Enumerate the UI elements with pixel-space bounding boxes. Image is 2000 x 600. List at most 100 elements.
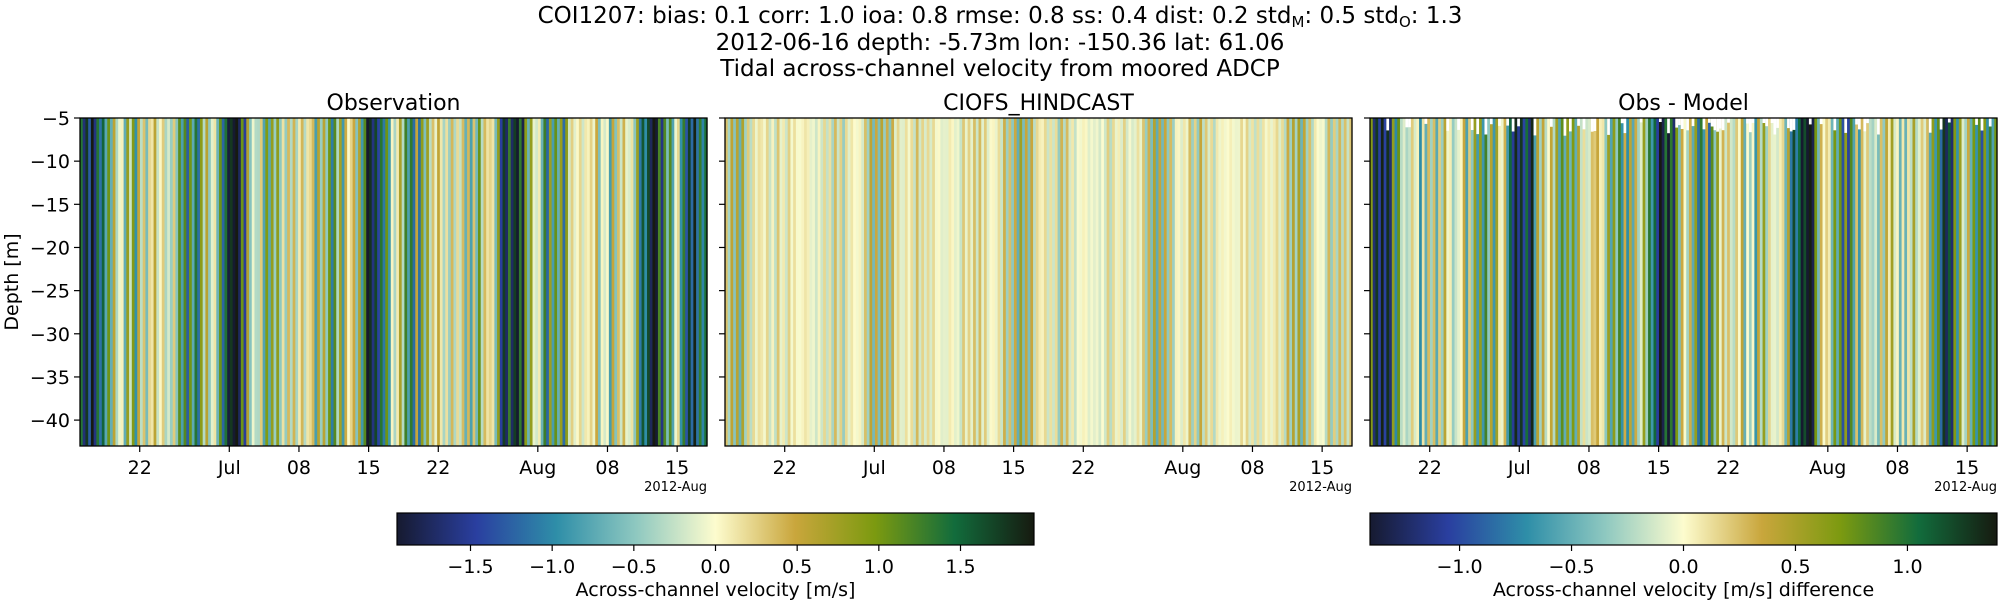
x-offset-label: 2012-Aug <box>1934 480 1997 495</box>
heatmap-column <box>461 118 465 446</box>
heatmap-column <box>178 118 182 446</box>
heatmap-column <box>322 118 326 446</box>
heatmap-column <box>180 118 185 446</box>
heatmap-column <box>1539 118 1543 446</box>
data-gap <box>1939 118 1943 130</box>
heatmap-column <box>1283 118 1288 446</box>
heatmap-column <box>153 118 157 446</box>
heatmap-column <box>1612 118 1616 446</box>
heatmap-column <box>573 118 577 446</box>
heatmap-column <box>88 118 92 446</box>
colorbar-label: Across-channel velocity [m/s] difference <box>1493 579 1874 600</box>
stat-corr: corr: 1.0 <box>758 3 862 29</box>
heatmap-column <box>450 118 455 446</box>
heatmap-column <box>415 118 419 446</box>
heatmap-column <box>704 118 708 446</box>
heatmap-column <box>1049 118 1053 446</box>
axes-frame <box>724 117 1353 447</box>
heatmap-column <box>1204 118 1209 446</box>
heatmap-column <box>1212 118 1217 446</box>
heatmap-column <box>510 118 515 446</box>
heatmap-column <box>880 118 884 446</box>
heatmap-column <box>1879 118 1884 446</box>
heatmap-column <box>1781 118 1785 446</box>
heatmap-column <box>1013 118 1018 446</box>
heatmap-column <box>557 118 561 446</box>
heatmap-column <box>1335 118 1339 446</box>
heatmap-column <box>292 118 296 446</box>
heatmap-column <box>1174 118 1179 446</box>
data-gap <box>1855 118 1859 125</box>
heatmap-column <box>390 118 395 446</box>
heatmap-column <box>1563 118 1567 446</box>
heatmap-column <box>115 118 119 446</box>
data-gap <box>1582 118 1586 130</box>
heatmap-column <box>902 118 906 446</box>
heatmap-column <box>967 118 971 446</box>
heatmap-column <box>940 118 944 446</box>
heatmap-column <box>480 118 485 446</box>
heatmap-column <box>1144 118 1149 446</box>
heatmap-column <box>1427 118 1431 446</box>
data-gap <box>1789 118 1793 132</box>
title-description-line: Tidal across-channel velocity from moore… <box>720 56 1280 82</box>
heatmap-column <box>303 118 307 446</box>
heatmap-column <box>1528 118 1532 446</box>
heatmap-column <box>1172 118 1176 446</box>
data-gap <box>1866 118 1870 124</box>
heatmap-column <box>219 118 223 446</box>
heatmap-column <box>148 118 152 446</box>
heatmap-column <box>666 118 670 446</box>
heatmap-column <box>1410 118 1415 446</box>
heatmap-column <box>1631 118 1636 446</box>
heatmap-column <box>1713 118 1717 446</box>
heatmap-column <box>1449 118 1453 446</box>
heatmap-column <box>308 118 313 446</box>
data-gap <box>1424 118 1428 124</box>
data-gap <box>1702 118 1706 130</box>
heatmap-column <box>1890 118 1895 446</box>
heatmap-column <box>1768 118 1772 446</box>
heatmap-column <box>494 118 498 446</box>
heatmap-column <box>1035 118 1040 446</box>
heatmap-column <box>1202 118 1206 446</box>
heatmap-column <box>1182 118 1187 446</box>
heatmap-column <box>861 118 865 446</box>
colorbar-tick-label: 0.0 <box>1668 556 1698 578</box>
heatmap-column <box>1093 118 1097 446</box>
heatmap-column <box>872 118 876 446</box>
data-gap <box>1658 118 1663 122</box>
heatmap-column <box>1841 118 1845 446</box>
heatmap-column <box>1710 118 1715 446</box>
heatmap-column <box>1343 118 1348 446</box>
stat-bias: bias: 0.1 <box>644 3 759 29</box>
heatmap-column <box>994 118 999 446</box>
panel-obs: Observation −5 −10 −15 −20 −25 −30 −35 −40 22 Jul 0… <box>30 91 708 495</box>
heatmap-column <box>924 118 928 446</box>
data-gap <box>1844 118 1848 133</box>
heatmap-column <box>268 118 272 446</box>
heatmap-column <box>1210 118 1214 446</box>
heatmap-column <box>1003 118 1007 446</box>
heatmap-column <box>1308 118 1312 446</box>
heatmap-column <box>1795 118 1799 446</box>
heatmap-column <box>1871 118 1875 446</box>
heatmap-column <box>660 118 664 446</box>
heatmap-column <box>1708 118 1712 446</box>
heatmap-column <box>249 118 253 446</box>
heatmap-column <box>1443 118 1447 446</box>
heatmap-column <box>1346 118 1350 446</box>
heatmap-column <box>1847 118 1851 446</box>
y-tick-label: −30 <box>30 324 70 346</box>
data-gap <box>1808 118 1813 125</box>
data-gap <box>1511 118 1515 132</box>
y-tick-label: −20 <box>30 237 70 259</box>
heatmap-column <box>973 118 977 446</box>
data-gap <box>1947 118 1952 123</box>
heatmap-column <box>1065 118 1070 446</box>
heatmap-column <box>194 118 198 446</box>
heatmap-column <box>877 118 881 446</box>
heatmap-column <box>1991 118 1995 446</box>
heatmap-column <box>1103 118 1108 446</box>
heatmap-column <box>120 118 125 446</box>
